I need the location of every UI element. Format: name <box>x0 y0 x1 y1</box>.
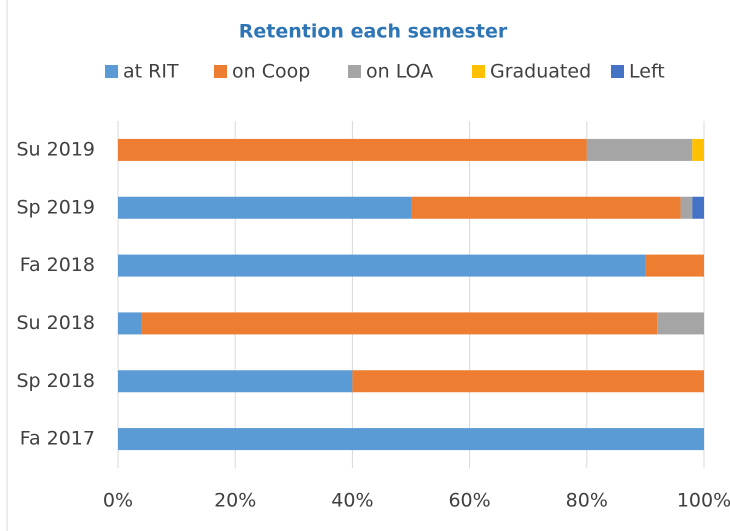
bar-segment <box>118 196 411 219</box>
bar-segment <box>141 312 658 335</box>
bar-segment <box>352 370 704 393</box>
legend-swatch <box>348 65 361 78</box>
bar-segment <box>692 196 704 219</box>
y-tick-label: Fa 2018 <box>20 254 95 276</box>
legend-swatch <box>611 65 624 78</box>
y-tick-label: Sp 2018 <box>16 370 95 392</box>
bar-segment <box>692 138 704 161</box>
legend-swatch <box>472 65 485 78</box>
x-tick-label: 100% <box>677 490 730 512</box>
y-tick-label: Su 2018 <box>17 312 96 334</box>
x-tick-label: 40% <box>331 490 373 512</box>
legend-swatch <box>214 65 227 78</box>
legend-label: Graduated <box>490 61 591 83</box>
y-tick-label: Su 2019 <box>17 138 96 160</box>
bar-segment <box>118 428 704 451</box>
legend-label: on LOA <box>366 61 433 83</box>
bar-segment <box>118 370 353 393</box>
y-tick-label: Fa 2017 <box>20 428 95 450</box>
bar-segment <box>680 196 693 219</box>
bar-segment <box>586 138 693 161</box>
x-tick-label: 20% <box>214 490 256 512</box>
legend-swatch <box>105 65 118 78</box>
x-tick-label: 60% <box>448 490 490 512</box>
legend-label: Left <box>629 61 665 83</box>
bar-segment <box>411 196 681 219</box>
x-tick-label: 80% <box>566 490 608 512</box>
chart-title: Retention each semester <box>239 21 508 43</box>
bar-segment <box>118 254 646 277</box>
legend-label: on Coop <box>232 61 310 83</box>
y-tick-label: Sp 2019 <box>16 196 95 218</box>
x-tick-label: 0% <box>103 490 133 512</box>
bar-segment <box>657 312 704 335</box>
bar-segment <box>645 254 704 277</box>
legend-label: at RIT <box>123 61 179 83</box>
bar-segment <box>118 138 587 161</box>
bar-segment <box>118 312 142 335</box>
